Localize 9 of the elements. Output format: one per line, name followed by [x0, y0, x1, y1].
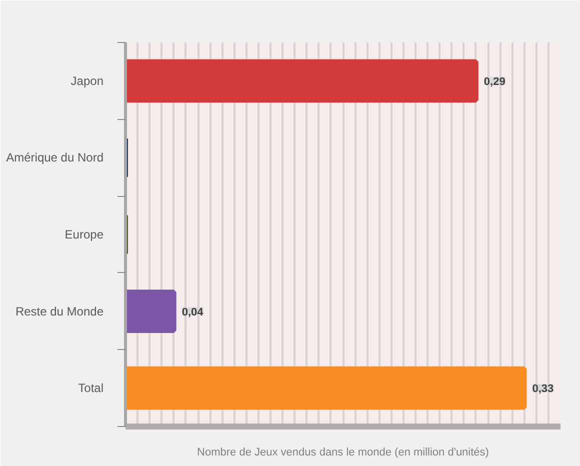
data-label: 0,29 — [484, 76, 506, 88]
y-tick-label: Europe — [64, 228, 104, 242]
y-tick-label: Reste du Monde — [15, 304, 104, 318]
y-tick-label: Total — [78, 381, 104, 396]
y-tick-label: Amérique du Nord — [6, 150, 104, 165]
data-label: 0,04 — [182, 306, 204, 318]
x-axis-title: Nombre de Jeux vendus dans le monde (en million d'unités) — [197, 446, 489, 458]
data-label: 0,33 — [532, 383, 554, 396]
y-tick-label: Japon — [70, 74, 104, 88]
